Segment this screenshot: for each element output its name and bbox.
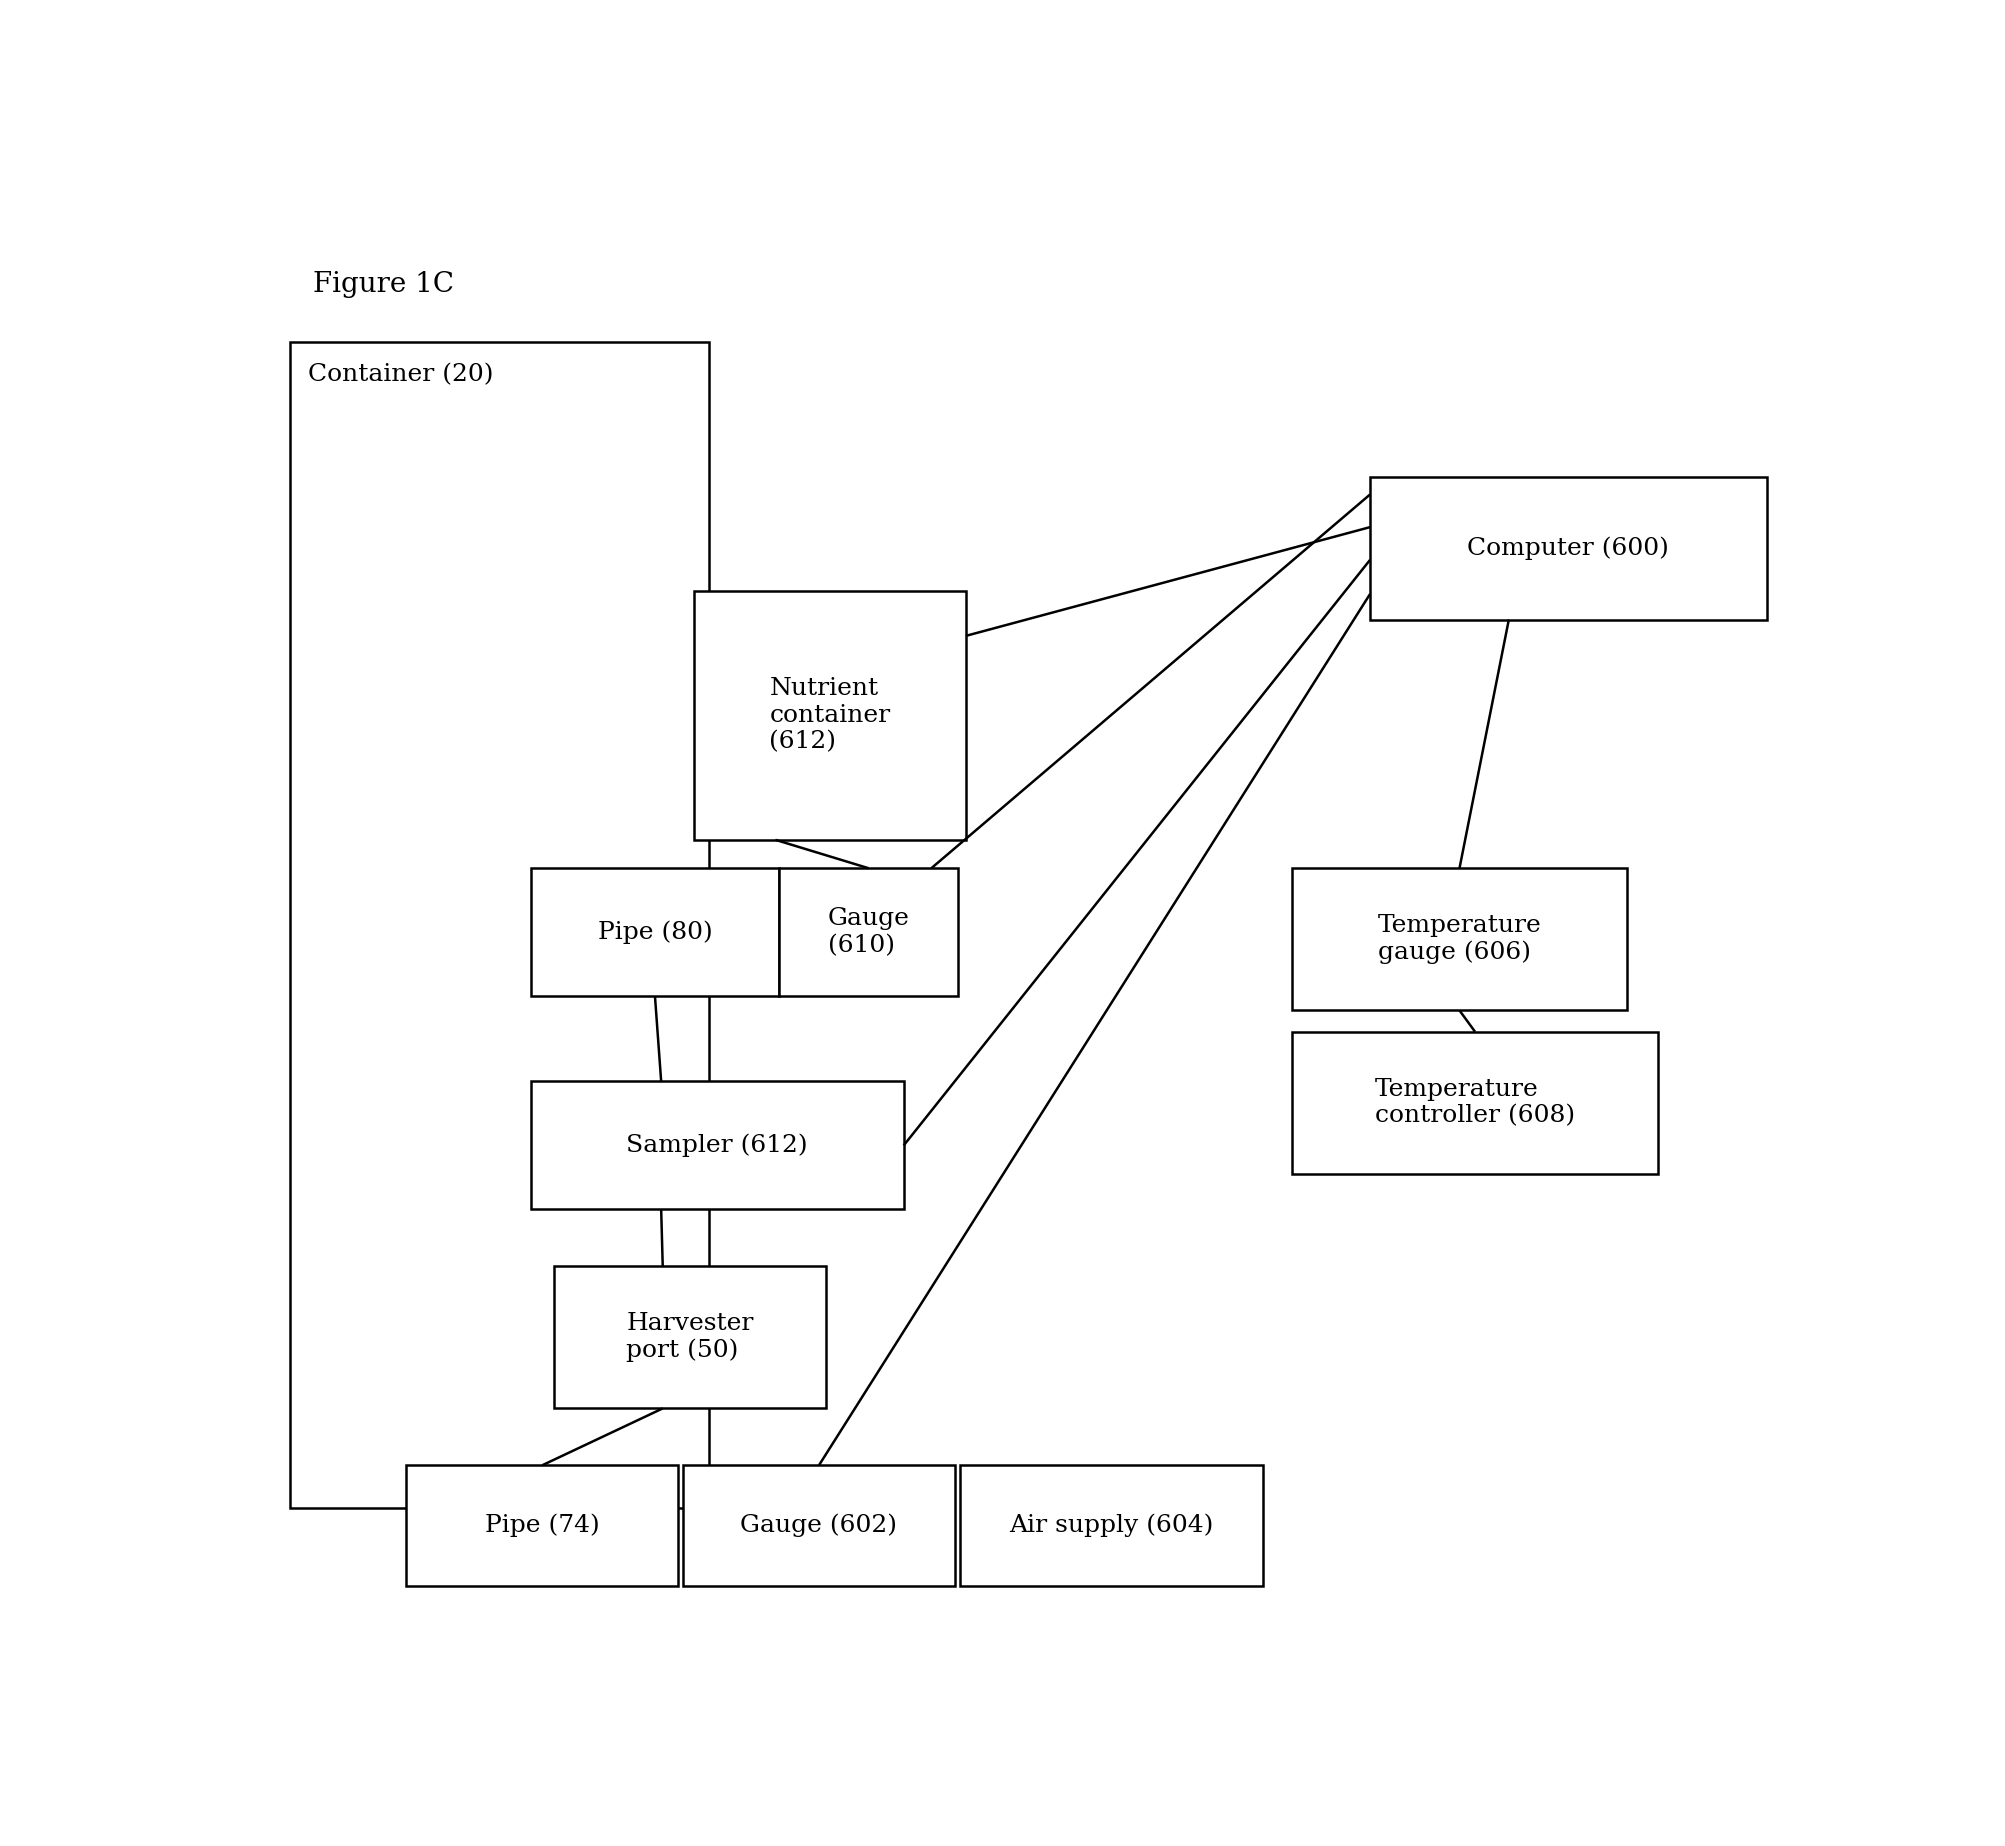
Bar bbox=[1291, 1032, 1656, 1174]
Bar bbox=[1291, 868, 1626, 1010]
Bar bbox=[289, 342, 710, 1508]
Text: Pipe (74): Pipe (74) bbox=[485, 1514, 599, 1538]
Text: Gauge (602): Gauge (602) bbox=[740, 1514, 896, 1538]
Bar bbox=[682, 1466, 954, 1586]
Bar bbox=[694, 591, 966, 840]
Bar bbox=[780, 868, 958, 997]
Bar bbox=[958, 1466, 1263, 1586]
Text: Temperature
controller (608): Temperature controller (608) bbox=[1373, 1078, 1574, 1128]
Text: Sampler (612): Sampler (612) bbox=[626, 1133, 808, 1157]
Text: Computer (600): Computer (600) bbox=[1466, 537, 1668, 559]
Text: Gauge
(610): Gauge (610) bbox=[828, 908, 908, 956]
Bar bbox=[1369, 478, 1766, 620]
Text: Pipe (80): Pipe (80) bbox=[597, 921, 712, 943]
Bar bbox=[405, 1466, 678, 1586]
Bar bbox=[529, 1082, 904, 1209]
Text: Harvester
port (50): Harvester port (50) bbox=[626, 1313, 754, 1362]
Bar bbox=[529, 868, 778, 997]
Text: Nutrient
container
(612): Nutrient container (612) bbox=[768, 677, 890, 753]
Text: Figure 1C: Figure 1C bbox=[313, 271, 453, 299]
Bar bbox=[553, 1266, 826, 1408]
Text: Container (20): Container (20) bbox=[309, 364, 493, 386]
Text: Air supply (604): Air supply (604) bbox=[1009, 1514, 1213, 1538]
Text: Temperature
gauge (606): Temperature gauge (606) bbox=[1377, 914, 1540, 964]
